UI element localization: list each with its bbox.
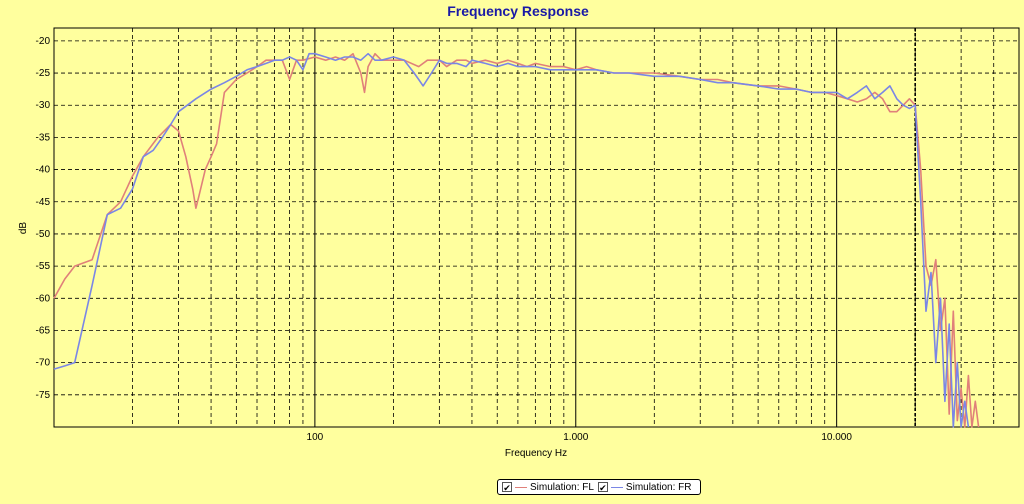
legend-item-fl[interactable]: ✔ Simulation: FL bbox=[502, 482, 594, 493]
checkbox-fr[interactable]: ✔ bbox=[597, 482, 608, 493]
series-lines bbox=[53, 52, 980, 428]
x-tick-label: 10.000 bbox=[821, 432, 852, 443]
legend-item-fr[interactable]: ✔ Simulation: FR bbox=[597, 481, 692, 493]
chart-title: Frequency Response bbox=[447, 3, 589, 19]
y-tick-label: -30 bbox=[36, 100, 51, 111]
x-tick-labels: 100 1.000 10.000 bbox=[307, 432, 853, 443]
legend: ✔ Simulation: FL ✔ Simulation: FR bbox=[497, 479, 701, 495]
swatch-fl bbox=[515, 486, 527, 488]
y-axis-label: dB bbox=[18, 222, 29, 235]
y-tick-label: -50 bbox=[36, 229, 51, 240]
y-tick-label: -60 bbox=[36, 293, 51, 304]
x-axis-label: Frequency Hz bbox=[505, 448, 567, 459]
legend-label-fr: Simulation: FR bbox=[625, 481, 692, 493]
legend-label-fl: Simulation: FL bbox=[530, 481, 594, 493]
y-tick-label: -75 bbox=[36, 390, 51, 401]
y-tick-label: -70 bbox=[36, 358, 51, 369]
y-tick-label: -65 bbox=[36, 325, 51, 336]
swatch-fr bbox=[610, 486, 623, 488]
y-tick-label: -40 bbox=[36, 165, 51, 176]
checkbox-fl[interactable]: ✔ bbox=[502, 482, 512, 493]
y-tick-label: -45 bbox=[36, 197, 51, 208]
series-line-fl bbox=[53, 52, 980, 428]
x-tick-label: 1.000 bbox=[563, 432, 588, 443]
y-tick-label: -25 bbox=[36, 68, 51, 79]
y-tick-labels: -20 -25 -30 -35 -40 -45 -50 -55 -60 -65 -70 -75 bbox=[36, 36, 51, 401]
series-line-fr bbox=[53, 52, 970, 428]
y-tick-label: -35 bbox=[36, 132, 51, 143]
plot-area bbox=[53, 27, 1020, 428]
x-tick-label: 100 bbox=[307, 432, 324, 443]
grid bbox=[53, 28, 1020, 427]
y-tick-label: -55 bbox=[36, 261, 51, 272]
y-tick-label: -20 bbox=[36, 36, 51, 47]
